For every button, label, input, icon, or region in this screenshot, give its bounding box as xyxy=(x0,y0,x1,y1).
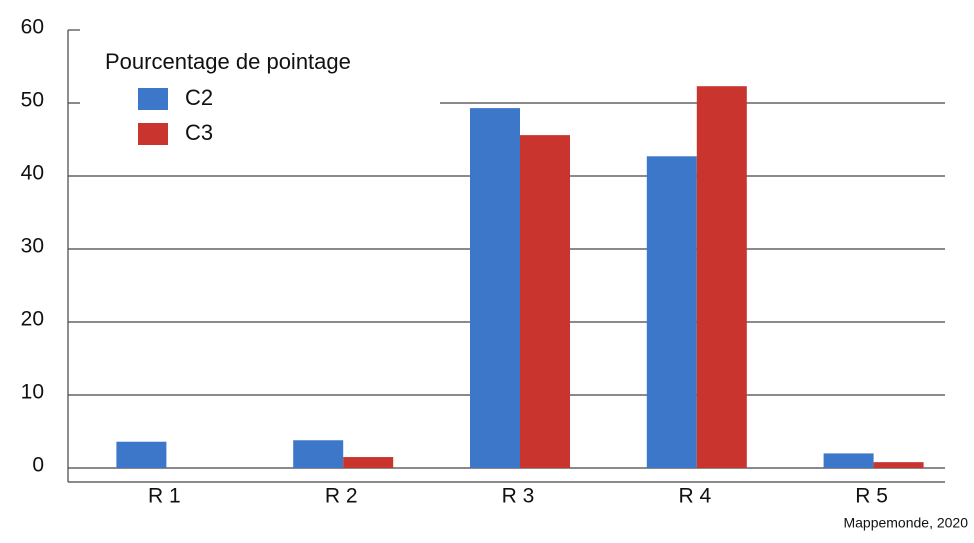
x-tick-label: R 2 xyxy=(325,485,358,508)
legend-title: Pourcentage de pointage xyxy=(105,49,351,74)
source: Mappemonde, 2020 xyxy=(843,515,968,531)
bar xyxy=(520,135,570,468)
bar xyxy=(873,462,924,468)
x-tick-label: R 5 xyxy=(855,485,888,508)
x-tick-label: R 4 xyxy=(678,485,711,508)
y-tick-label: 50 xyxy=(21,89,44,112)
y-tick-label: 40 xyxy=(21,162,44,185)
legend-swatch xyxy=(138,123,168,145)
legend-label: C2 xyxy=(185,85,213,110)
bar xyxy=(343,457,394,468)
bar xyxy=(293,440,344,468)
bar xyxy=(696,86,747,469)
x-tick-label: R 1 xyxy=(148,485,181,508)
legend-swatch xyxy=(138,88,168,110)
y-tick-label: 0 xyxy=(32,454,44,477)
x-tick-label: R 3 xyxy=(502,485,535,508)
y-tick-label: 60 xyxy=(21,16,44,39)
bar xyxy=(646,156,697,469)
bar xyxy=(470,108,520,469)
bar xyxy=(823,453,874,468)
y-tick-label: 30 xyxy=(21,235,44,258)
y-tick-label: 20 xyxy=(21,308,44,331)
legend-label: C3 xyxy=(185,120,213,145)
y-tick-label: 10 xyxy=(21,381,44,404)
bar xyxy=(116,441,167,468)
